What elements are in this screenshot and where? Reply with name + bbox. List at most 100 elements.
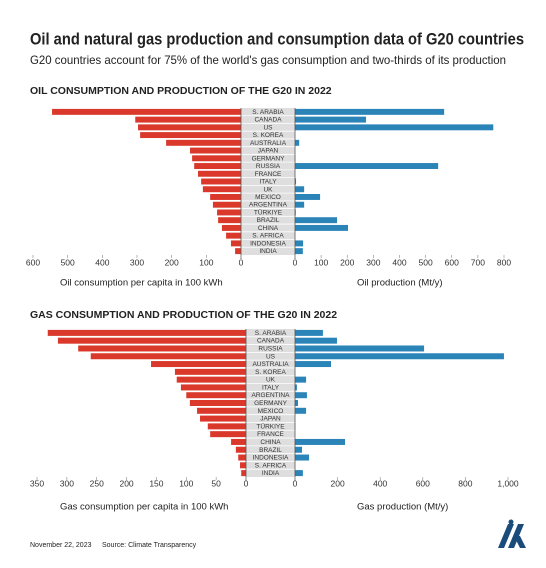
bar bbox=[295, 384, 297, 391]
category-label: S. KOREA bbox=[255, 369, 286, 376]
x-tick-label: 0 bbox=[244, 478, 249, 488]
category-label: TÜRKIYE bbox=[254, 208, 283, 216]
bar bbox=[210, 431, 246, 438]
bar bbox=[295, 392, 307, 399]
category-label: AUSTRALIA bbox=[252, 361, 289, 368]
x-tick-label: 500 bbox=[419, 257, 433, 267]
logo-shape bbox=[514, 536, 526, 548]
bar bbox=[241, 470, 246, 477]
category-label: CHINA bbox=[258, 225, 279, 232]
x-tick-label: 200 bbox=[119, 478, 133, 488]
bar bbox=[140, 132, 241, 139]
category-label: AUSTRALIA bbox=[250, 140, 287, 147]
bar bbox=[52, 108, 241, 115]
bar bbox=[78, 345, 247, 352]
x-tick-label: 200 bbox=[340, 257, 354, 267]
category-label: INDIA bbox=[262, 470, 280, 477]
x-tick-label: 200 bbox=[165, 257, 179, 267]
category-label: S. KOREA bbox=[253, 132, 284, 139]
category-label: TÜRKIYE bbox=[256, 422, 285, 430]
source: Source: Climate Transparency bbox=[102, 542, 197, 549]
category-label: ITALY bbox=[262, 384, 280, 391]
bar bbox=[192, 155, 241, 162]
bar bbox=[138, 124, 241, 131]
bar bbox=[218, 217, 241, 224]
x-tick-label: 600 bbox=[26, 257, 40, 267]
chart-title: OIL CONSUMPTION AND PRODUCTION OF THE G2… bbox=[30, 85, 332, 97]
category-label: INDONESIA bbox=[253, 455, 289, 462]
category-label: JAPAN bbox=[258, 148, 279, 155]
category-label: FRANCE bbox=[255, 171, 282, 178]
bar bbox=[207, 423, 246, 430]
x-tick-label: 500 bbox=[61, 257, 75, 267]
bar bbox=[238, 454, 246, 461]
bar bbox=[47, 329, 247, 336]
bar bbox=[295, 407, 307, 414]
category-label: GERMANY bbox=[254, 400, 288, 407]
bar bbox=[295, 345, 425, 352]
category-label: INDIA bbox=[259, 248, 277, 255]
x-tick-label: 800 bbox=[458, 478, 472, 488]
logo-shape bbox=[498, 524, 514, 548]
logo-dot bbox=[508, 519, 514, 525]
x-tick-label: 300 bbox=[366, 257, 380, 267]
category-label: JAPAN bbox=[260, 416, 281, 423]
axis-label: Oil production (Mt/y) bbox=[357, 278, 443, 289]
bar bbox=[295, 248, 303, 255]
bar bbox=[231, 438, 246, 445]
category-label: UK bbox=[266, 377, 276, 384]
category-strip bbox=[246, 329, 295, 477]
bar bbox=[230, 240, 241, 247]
logo bbox=[498, 519, 526, 548]
bar bbox=[295, 353, 504, 360]
category-label: US bbox=[266, 353, 276, 360]
bar bbox=[295, 217, 338, 224]
category-label: BRAZIL bbox=[257, 217, 280, 224]
category-label: CHINA bbox=[260, 439, 281, 446]
bar bbox=[295, 361, 331, 368]
bar bbox=[295, 376, 307, 383]
bar bbox=[135, 116, 241, 123]
bar bbox=[202, 186, 241, 193]
x-tick-label: 100 bbox=[179, 478, 193, 488]
category-label: UK bbox=[263, 186, 273, 193]
bar bbox=[295, 240, 304, 247]
category-label: GERMANY bbox=[252, 155, 286, 162]
bar bbox=[295, 108, 445, 115]
category-label: S. AFRICA bbox=[252, 233, 284, 240]
bar bbox=[295, 139, 300, 146]
category-label: FRANCE bbox=[257, 431, 284, 438]
bar bbox=[151, 361, 246, 368]
bar bbox=[295, 163, 439, 169]
axis-label: Gas production (Mt/y) bbox=[357, 502, 448, 513]
bar bbox=[176, 376, 246, 383]
category-strip bbox=[241, 108, 295, 255]
bar bbox=[197, 407, 246, 414]
bar bbox=[226, 232, 241, 239]
category-label: US bbox=[263, 124, 273, 131]
axis-label: Oil consumption per capita in 100 kWh bbox=[60, 278, 223, 289]
date: November 22, 2023 bbox=[30, 542, 92, 549]
bar bbox=[295, 186, 305, 193]
bar bbox=[240, 462, 246, 469]
chart-title: GAS CONSUMPTION AND PRODUCTION OF THE G2… bbox=[30, 309, 337, 321]
bar bbox=[295, 400, 298, 406]
bar bbox=[186, 392, 246, 399]
category-label: CANADA bbox=[254, 117, 282, 124]
x-tick-label: 700 bbox=[471, 257, 485, 267]
bar bbox=[295, 178, 297, 185]
axis-label: Gas consumption per capita in 100 kWh bbox=[60, 502, 228, 513]
bar bbox=[295, 224, 349, 231]
x-tick-label: 100 bbox=[314, 257, 328, 267]
bar bbox=[57, 337, 247, 344]
x-tick-label: 800 bbox=[497, 257, 511, 267]
x-tick-label: 600 bbox=[416, 478, 430, 488]
bar bbox=[201, 178, 241, 185]
bar bbox=[295, 329, 323, 336]
bar bbox=[221, 224, 241, 231]
x-tick-label: 200 bbox=[331, 478, 345, 488]
x-tick-label: 150 bbox=[149, 478, 163, 488]
title: Oil and natural gas production and consu… bbox=[30, 29, 524, 48]
category-label: S. ARABIA bbox=[255, 330, 287, 337]
